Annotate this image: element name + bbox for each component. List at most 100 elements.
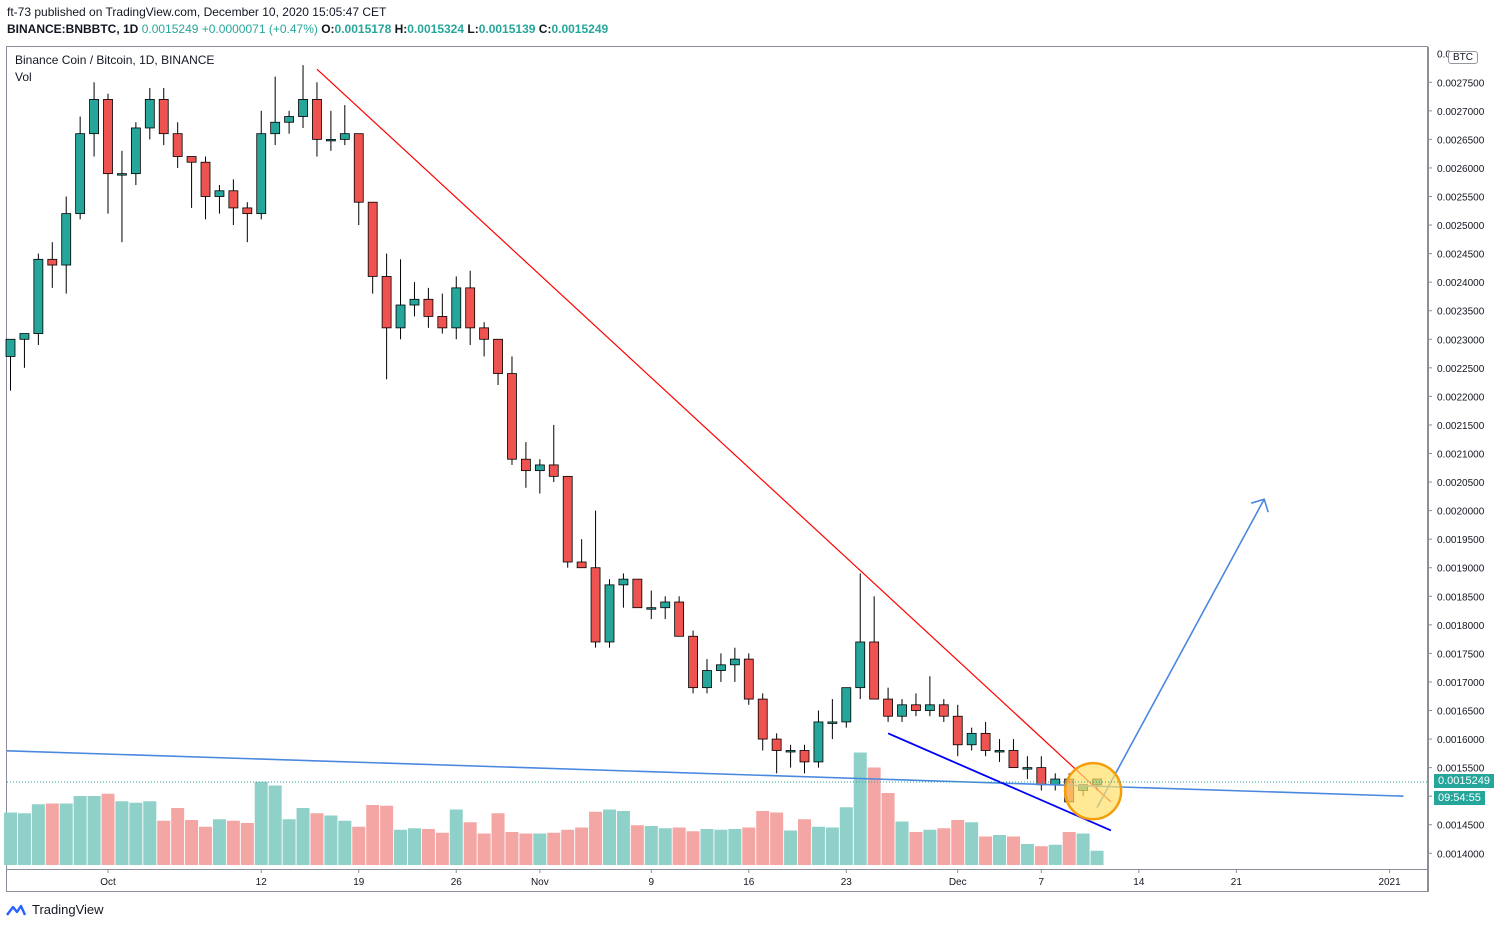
volume-bar: [226, 820, 240, 865]
volume-bar: [881, 793, 895, 865]
symbol-quote-line: BINANCE:BNBBTC, 1D 0.0015249 +0.0000071 …: [7, 22, 608, 36]
y-axis-label: 0.0024000: [1437, 278, 1485, 289]
y-axis-label: 0.0026500: [1437, 135, 1485, 146]
candle-body: [423, 298, 434, 317]
open-label: O:: [321, 22, 335, 36]
volume-bar: [909, 832, 923, 865]
chart-frame[interactable]: [6, 46, 1428, 892]
candle-body: [130, 127, 141, 175]
volume-bar: [59, 803, 73, 865]
candle-body: [381, 276, 392, 329]
candle-body: [632, 578, 643, 609]
y-axis-label: 0.0024500: [1437, 250, 1485, 261]
low-label: L:: [467, 22, 479, 36]
candle-body: [1036, 767, 1047, 786]
volume-bar: [853, 752, 867, 865]
volume-bar: [686, 831, 700, 865]
x-axis-label: 16: [743, 877, 755, 888]
currency-badge[interactable]: BTC: [1448, 51, 1478, 64]
volume-bar: [324, 815, 338, 865]
candle-body: [646, 607, 657, 610]
symbol-label: BINANCE:BNBBTC, 1D: [7, 22, 139, 36]
x-axis-label: 21: [1231, 877, 1243, 888]
candle-body: [674, 601, 685, 637]
volume-bar: [282, 819, 296, 865]
candle-body: [521, 458, 531, 472]
volume-bar: [129, 802, 143, 865]
candle-body: [144, 99, 155, 129]
volume-bar: [867, 767, 881, 865]
tradingview-logo[interactable]: TradingView: [6, 902, 104, 917]
volume-bar: [310, 813, 324, 865]
x-axis-label: 2021: [1378, 877, 1401, 888]
candle-body: [214, 190, 225, 197]
y-axis-label: 0.0021500: [1437, 421, 1485, 432]
x-axis-label: Dec: [949, 877, 967, 888]
volume-bar: [644, 826, 658, 865]
candle-body: [548, 464, 559, 477]
candle-body: [270, 121, 281, 135]
candle-body: [1022, 767, 1033, 770]
volume-bar: [658, 828, 672, 865]
candle-body: [312, 99, 322, 140]
candle-body: [952, 715, 963, 746]
last-price: 0.0015249: [141, 22, 199, 36]
volume-bar: [575, 827, 589, 865]
y-axis-label: 0.0: [1437, 50, 1451, 61]
candle-body: [228, 190, 239, 209]
volume-bar: [756, 811, 770, 865]
candle-body: [618, 578, 629, 586]
x-axis-label: 9: [648, 877, 654, 888]
tradingview-logo-text: TradingView: [32, 902, 104, 917]
candle-body: [284, 116, 295, 123]
open-value: 0.0015178: [334, 22, 392, 36]
candle-body: [911, 704, 921, 711]
candle-body: [1008, 750, 1019, 769]
candle-body: [172, 133, 183, 157]
volume-bar: [171, 808, 185, 865]
volume-bar: [380, 805, 394, 865]
candle-body: [771, 738, 782, 751]
candle-body: [716, 664, 726, 671]
x-axis-label: 12: [256, 877, 268, 888]
volume-bar: [979, 836, 993, 865]
candle-body: [493, 338, 503, 374]
candle-body: [325, 138, 336, 142]
candle-body: [743, 658, 754, 700]
volume-bar: [1090, 850, 1104, 865]
y-axis-label: 0.0027500: [1437, 78, 1485, 89]
support-line: [7, 750, 1404, 797]
candle-body: [980, 732, 991, 751]
volume-bar: [561, 829, 575, 865]
volume-bar: [937, 828, 951, 865]
publisher-line: ft-73 published on TradingView.com, Dece…: [7, 5, 387, 19]
candle-body: [33, 258, 44, 334]
volume-bar: [770, 812, 784, 865]
candle-body: [256, 133, 267, 215]
candle-body: [562, 475, 573, 563]
volume-bar: [449, 809, 463, 865]
volume-bar: [547, 832, 561, 865]
y-axis-label: 0.0018500: [1437, 592, 1485, 603]
volume-bar: [993, 835, 1007, 865]
volume-bar: [1048, 844, 1062, 865]
volume-bar: [157, 820, 171, 865]
volume-bar: [811, 826, 825, 865]
volume-bar: [965, 822, 979, 865]
highlight-circle: [1063, 761, 1123, 821]
candle-body: [395, 304, 406, 329]
volume-bar: [616, 811, 630, 865]
volume-bar: [1076, 833, 1090, 865]
volume-bar: [240, 823, 254, 865]
volume-bar: [1006, 836, 1020, 865]
volume-bar: [463, 822, 477, 865]
volume-bar: [491, 813, 505, 865]
high-value: 0.0015324: [407, 22, 465, 36]
close-label: C:: [538, 22, 552, 36]
y-axis-label: 0.0014500: [1437, 821, 1485, 832]
volume-bar: [839, 807, 853, 865]
volume-bar: [742, 827, 756, 865]
candle-body: [353, 133, 364, 203]
candle-body: [785, 750, 796, 753]
